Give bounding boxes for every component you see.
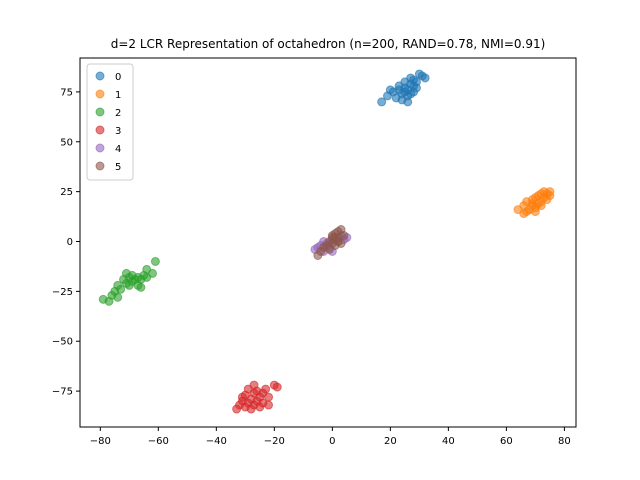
point-3-22 [246,404,256,414]
y-tick-label-25: 25 [60,187,73,198]
point-2-4 [113,292,123,302]
point-3-16 [261,384,271,394]
legend-box [86,63,134,181]
x-axis: −80 −60 −40 −20 0 20 40 60 80 [90,427,571,447]
point-2-22 [124,280,134,290]
point-0-24 [409,75,419,85]
y-tick-label-0: 0 [67,237,73,248]
series-5 [313,225,349,260]
y-axis: −75 −50 −25 0 25 50 75 [52,87,80,398]
point-2-21 [150,256,160,266]
point-1-21 [536,201,546,211]
point-1-19 [522,207,532,217]
series-2 [98,256,160,306]
points-layer [98,69,555,414]
legend-marker-0 [95,71,105,81]
point-2-20 [148,268,158,278]
legend-marker-1 [95,89,105,99]
plot-frame [79,57,577,428]
point-0-25 [400,87,410,97]
point-0-20 [420,73,430,83]
x-tick-label-60: 60 [500,436,513,447]
chart-title: d=2 LCR Representation of octahedron (n=… [111,37,546,51]
legend-marker-3 [95,125,105,135]
point-2-23 [136,274,146,284]
point-1-22 [527,199,537,209]
x-tick-label-0: 0 [329,436,335,447]
y-tick-label--25: −25 [52,287,73,298]
point-3-23 [252,386,262,396]
legend-label-0: 0 [115,72,121,83]
x-tick-label--20: −20 [264,436,285,447]
point-5-17 [327,233,337,243]
legend-marker-4 [95,143,105,153]
y-tick-label-50: 50 [60,137,73,148]
legend-marker-5 [95,161,105,171]
y-tick-label-75: 75 [60,87,73,98]
legend-label-5: 5 [115,162,121,173]
series-0 [377,69,430,107]
y-tick-label--75: −75 [52,387,73,398]
x-tick-label--80: −80 [90,436,111,447]
x-tick-label--40: −40 [206,436,227,447]
point-1-20 [530,207,540,217]
point-3-21 [237,392,247,402]
legend-label-2: 2 [115,108,121,119]
legend: 0 1 2 3 4 5 [86,63,134,181]
series-1 [513,187,555,219]
x-tick-label-80: 80 [558,436,571,447]
point-5-13 [339,231,349,241]
point-1-18 [545,187,555,197]
x-tick-label-20: 20 [384,436,397,447]
legend-label-1: 1 [115,90,121,101]
point-0-0 [377,97,387,107]
legend-label-3: 3 [115,126,121,137]
point-3-20 [272,382,282,392]
series-3 [232,380,282,414]
point-2-16 [136,282,146,292]
x-tick-label--60: −60 [148,436,169,447]
point-2-6 [116,284,126,294]
y-tick-label--50: −50 [52,337,73,348]
point-0-21 [403,97,413,107]
legend-label-4: 4 [115,144,121,155]
point-3-17 [264,392,274,402]
point-3-18 [264,400,274,410]
x-tick-label-40: 40 [442,436,455,447]
legend-marker-2 [95,107,105,117]
